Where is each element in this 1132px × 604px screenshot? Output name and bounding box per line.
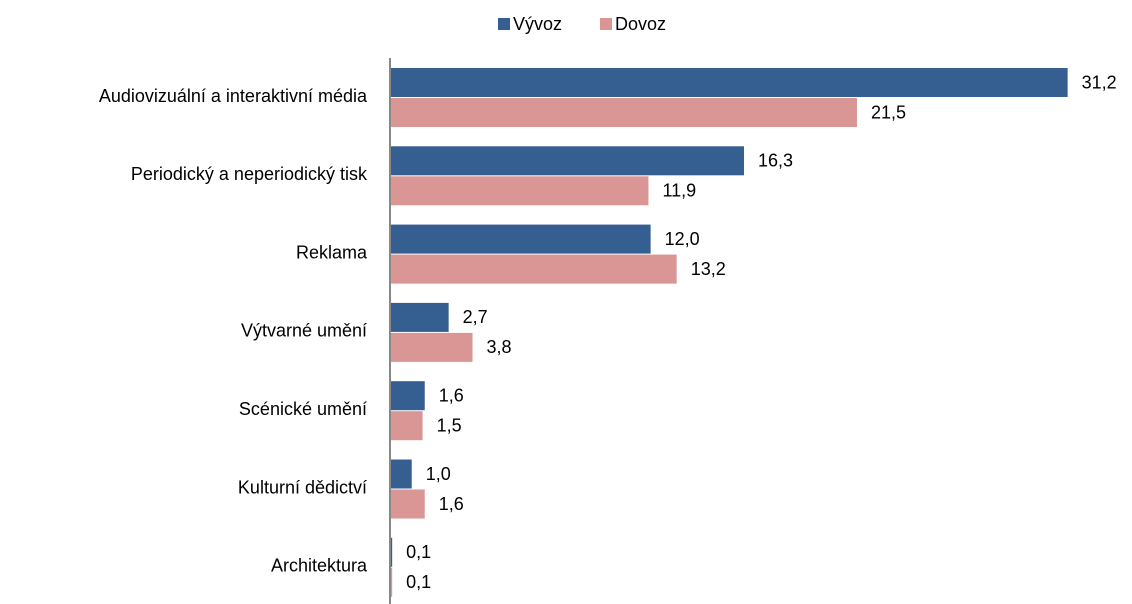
legend-swatch: [600, 18, 612, 30]
value-label: 3,8: [487, 337, 512, 357]
value-label: 0,1: [406, 572, 431, 592]
bar: [390, 302, 449, 332]
bar: [390, 146, 745, 176]
legend-label: Dovoz: [615, 14, 666, 34]
value-label: 1,6: [439, 385, 464, 405]
value-label: 21,5: [871, 102, 906, 122]
value-label: 1,6: [439, 494, 464, 514]
y-tick-label: Kulturní dědictví: [238, 477, 367, 497]
bar: [390, 381, 425, 411]
y-tick-label: Výtvarné umění: [241, 321, 367, 341]
y-tick-label: Audiovizuální a interaktivní média: [99, 86, 368, 106]
y-tick-label: Periodický a neperiodický tisk: [131, 164, 368, 184]
legend-swatch: [498, 18, 510, 30]
value-label: 2,7: [463, 307, 488, 327]
bar: [390, 489, 425, 519]
bar: [390, 332, 473, 362]
bar: [390, 567, 393, 597]
bar: [390, 98, 857, 127]
y-tick-label: Architektura: [271, 556, 368, 576]
bar: [390, 459, 412, 489]
value-label: 12,0: [665, 229, 700, 249]
bar: [390, 68, 1068, 97]
bar: [390, 224, 651, 254]
value-label: 1,0: [426, 464, 451, 484]
value-label: 11,9: [662, 181, 696, 201]
value-label: 31,2: [1082, 72, 1117, 92]
bar: [390, 176, 649, 206]
value-label: 1,5: [437, 415, 462, 435]
bar: [390, 537, 393, 567]
y-tick-label: Scénické umění: [239, 399, 367, 419]
value-label: 13,2: [691, 259, 726, 279]
value-label: 0,1: [406, 542, 431, 562]
value-label: 16,3: [758, 151, 793, 171]
y-tick-label: Reklama: [296, 242, 368, 262]
legend-label: Vývoz: [513, 14, 562, 34]
bar: [390, 411, 423, 441]
bar: [390, 254, 677, 284]
